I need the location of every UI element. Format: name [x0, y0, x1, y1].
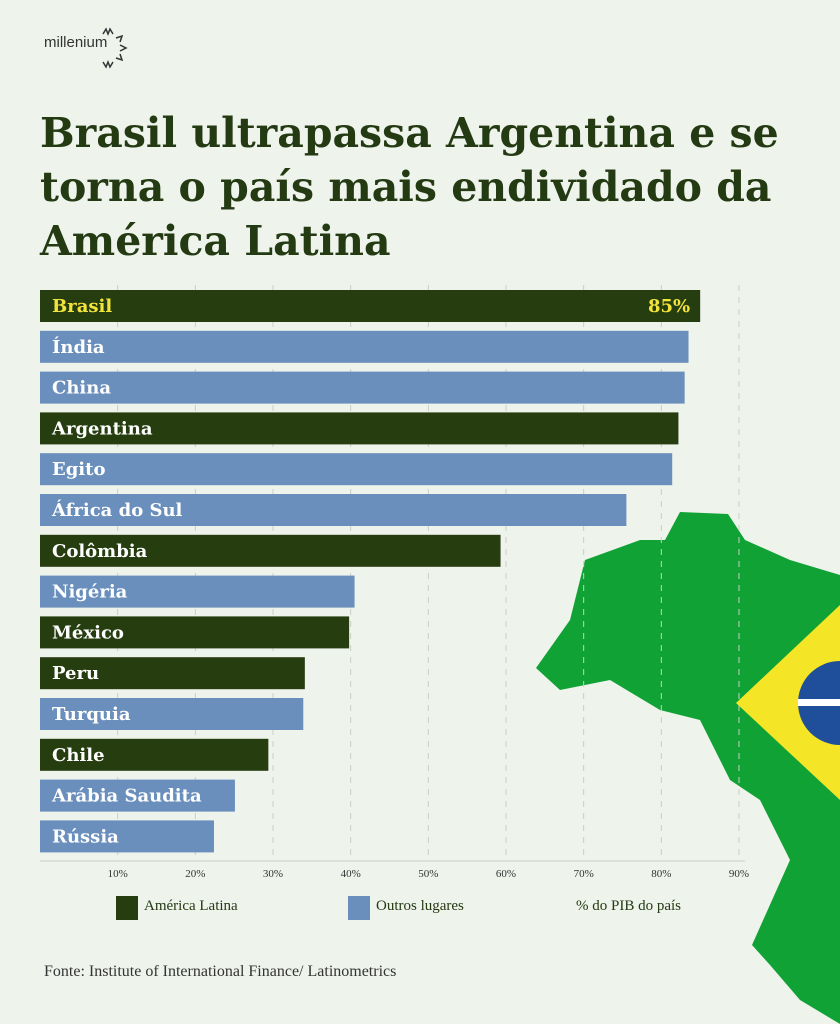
bar — [40, 779, 235, 812]
x-tick-label: 30% — [263, 868, 283, 880]
bar — [40, 453, 673, 486]
x-tick-label: 90% — [729, 868, 749, 880]
bar-category-label: Egito — [52, 459, 105, 480]
x-tick-label: 20% — [185, 868, 205, 880]
bar-category-label: México — [52, 622, 124, 643]
sun-logo-icon — [102, 27, 128, 69]
bar-category-label: Colômbia — [52, 541, 148, 562]
bar-category-label: Brasil — [52, 296, 112, 317]
bar-category-label: Rússia — [52, 826, 119, 847]
bar-category-label: África do Sul — [51, 498, 183, 521]
bar — [40, 657, 305, 690]
bar-category-label: Chile — [52, 745, 105, 766]
bar — [40, 371, 685, 404]
x-tick-label: 40% — [341, 868, 361, 880]
x-tick-label: 60% — [496, 868, 516, 880]
bar — [40, 575, 355, 608]
legend-other: Outros lugares — [376, 898, 464, 914]
bar — [40, 290, 701, 322]
x-tick-label: 70% — [574, 868, 594, 880]
flag-band — [798, 699, 840, 706]
legend-swatch-other — [348, 896, 370, 920]
page-title: Brasil ultrapassa Argentina e se torna o… — [40, 109, 779, 265]
bar-category-label: Nigéria — [52, 582, 128, 603]
x-tick-label: 50% — [418, 868, 438, 880]
bar — [40, 412, 679, 445]
bar — [40, 330, 689, 363]
bar-category-label: Índia — [52, 335, 105, 358]
bar-category-label: Turquia — [52, 704, 131, 725]
brazil-map-shape — [536, 512, 840, 1024]
bar-category-label: Argentina — [51, 418, 153, 439]
bar — [40, 534, 501, 567]
bar-value-label: 85% — [648, 296, 690, 317]
unit-label: % do PIB do país — [576, 898, 681, 914]
bar — [40, 820, 214, 853]
bar-category-label: China — [52, 378, 111, 399]
bar — [40, 616, 350, 649]
x-tick-label: 10% — [108, 868, 128, 880]
legend-latin-america: América Latina — [144, 898, 238, 914]
bar — [40, 738, 269, 771]
bar — [40, 698, 304, 730]
flag-rhombus — [736, 605, 840, 800]
bar-category-label: Arábia Saudita — [51, 786, 202, 807]
x-tick-label: 80% — [651, 868, 671, 880]
source-note: Fonte: Institute of International Financ… — [44, 963, 397, 980]
legend-swatch-latin-america — [116, 896, 138, 920]
bar-category-label: Peru — [52, 663, 99, 684]
brand-logo-text: millenium — [44, 34, 108, 51]
bar — [40, 494, 627, 526]
